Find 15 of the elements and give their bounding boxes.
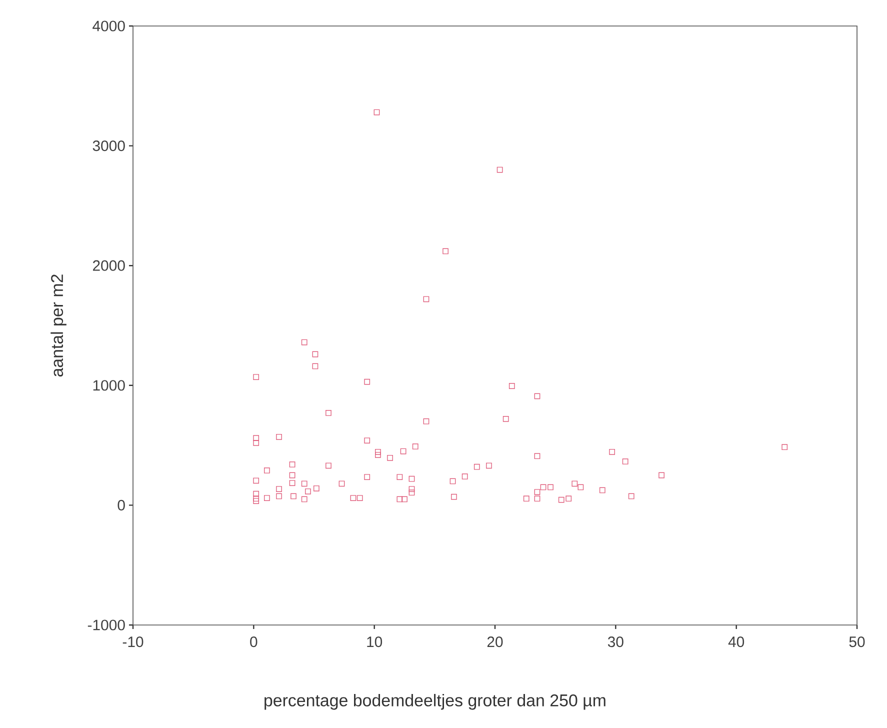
- y-tick-label: 0: [118, 500, 125, 510]
- y-tick-label: 4000: [92, 20, 125, 32]
- y-tick-label: 3000: [92, 140, 125, 152]
- y-axis-title: aantal per m2: [50, 274, 66, 377]
- x-tick-label: 30: [608, 636, 624, 648]
- x-tick-label: 50: [849, 636, 865, 648]
- x-tick-label: -10: [122, 636, 144, 648]
- x-axis-title: percentage bodemdeeltjes groter dan 250 µm: [264, 694, 606, 710]
- y-tick-label: 1000: [93, 380, 125, 391]
- x-tick-label: 10: [367, 636, 382, 648]
- x-tick-label: 20: [487, 636, 503, 648]
- y-tick-label: -1000: [88, 620, 125, 630]
- y-tick-label: 2000: [92, 260, 125, 271]
- x-tick-label: 40: [728, 636, 744, 648]
- x-tick-label: 0: [250, 636, 258, 648]
